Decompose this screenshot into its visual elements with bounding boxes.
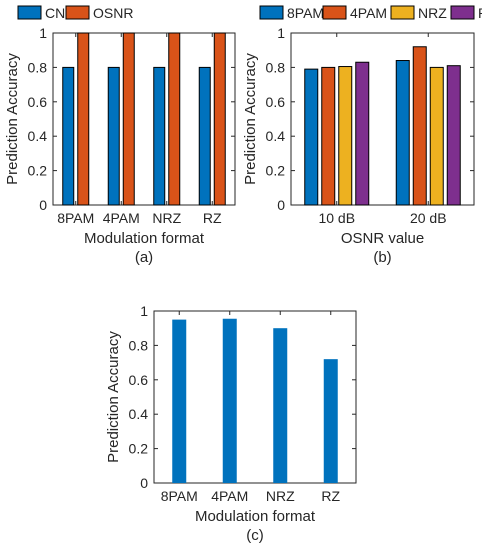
legend-label: NRZ: [418, 5, 447, 21]
bar: [172, 319, 187, 483]
y-tick-label: 0.8: [266, 59, 286, 75]
chart-caption: (a): [135, 249, 153, 266]
chart-caption: (c): [246, 527, 264, 544]
bar: [429, 66, 444, 206]
legend-swatch: [390, 5, 415, 20]
bar: [107, 66, 120, 206]
bar: [168, 32, 181, 206]
bar: [323, 359, 338, 483]
y-tick-label: 0.2: [28, 163, 48, 179]
bar: [395, 60, 410, 206]
chart-c: 0 0.2 0.4 0.6 0.8 1 8PAM 4PAM NRZ RZ Prediction Ac…: [105, 303, 357, 544]
bar: [446, 65, 461, 206]
legend-swatch: [450, 5, 475, 20]
bar: [338, 66, 353, 206]
bar: [355, 61, 370, 206]
plot-area: [290, 32, 475, 206]
legend-label: 4PAM: [350, 5, 387, 21]
y-tick-label: 0.4: [266, 128, 286, 144]
y-tick-label: 0.6: [129, 372, 149, 388]
x-axis-label: OSNR value: [341, 230, 424, 247]
legend-label: OSNR: [93, 5, 133, 21]
y-tick-label: 0.8: [129, 337, 149, 353]
x-tick-label: RZ: [203, 210, 222, 226]
bar: [412, 46, 427, 206]
bar: [222, 318, 237, 483]
y-tick-label: 0.6: [28, 94, 48, 110]
y-tick-label: 1: [277, 25, 285, 41]
y-tick-label: 0.2: [266, 163, 286, 179]
x-tick-label: RZ: [321, 488, 340, 504]
y-tick-label: 0.6: [266, 94, 286, 110]
bar: [122, 32, 135, 206]
chart-b: 0 0.2 0.4 0.6 0.8 1 10 dB 20 dB Prediction Accur…: [242, 5, 482, 266]
bar: [213, 32, 226, 206]
legend-swatch: [322, 5, 347, 20]
legend-label: CN: [45, 5, 65, 21]
x-tick-label: 20 dB: [410, 210, 447, 226]
legend-label: 8PAM: [287, 5, 324, 21]
plot-area: [153, 310, 357, 484]
y-axis-label: Prediction Accuracy: [242, 53, 259, 185]
bar: [77, 32, 90, 206]
legend-swatch: [259, 5, 284, 20]
y-axis-label: Prediction Accuracy: [105, 331, 122, 463]
legend-label: RZ: [478, 5, 482, 21]
x-axis-label: Modulation format: [195, 508, 316, 525]
bar: [304, 68, 319, 206]
y-tick-label: 0: [277, 197, 285, 213]
y-tick-label: 0.2: [129, 441, 149, 457]
x-tick-label: 10 dB: [318, 210, 355, 226]
x-tick-label: 8PAM: [161, 488, 198, 504]
bar: [62, 66, 75, 206]
x-tick-label: 4PAM: [103, 210, 140, 226]
bar: [153, 66, 166, 206]
y-tick-label: 0: [140, 475, 148, 491]
x-axis-label: Modulation format: [84, 230, 205, 247]
legend-swatch: [17, 5, 42, 20]
y-tick-label: 1: [39, 25, 47, 41]
chart-a: 0 0.2 0.4 0.6 0.8 1 8PAM 4PAM NRZ RZ Prediction Ac…: [4, 5, 236, 266]
y-tick-label: 0.4: [28, 128, 48, 144]
y-tick-label: 0.8: [28, 59, 48, 75]
y-tick-label: 1: [140, 303, 148, 319]
x-tick-label: NRZ: [152, 210, 181, 226]
y-axis-label: Prediction Accuracy: [4, 53, 21, 185]
x-tick-label: NRZ: [266, 488, 295, 504]
x-tick-label: 8PAM: [57, 210, 94, 226]
bar: [273, 328, 288, 483]
bar: [321, 66, 336, 206]
bar: [198, 66, 211, 206]
y-tick-label: 0: [39, 197, 47, 213]
chart-caption: (b): [373, 249, 391, 266]
legend-swatch: [65, 5, 90, 20]
y-tick-label: 0.4: [129, 406, 149, 422]
x-tick-label: 4PAM: [211, 488, 248, 504]
